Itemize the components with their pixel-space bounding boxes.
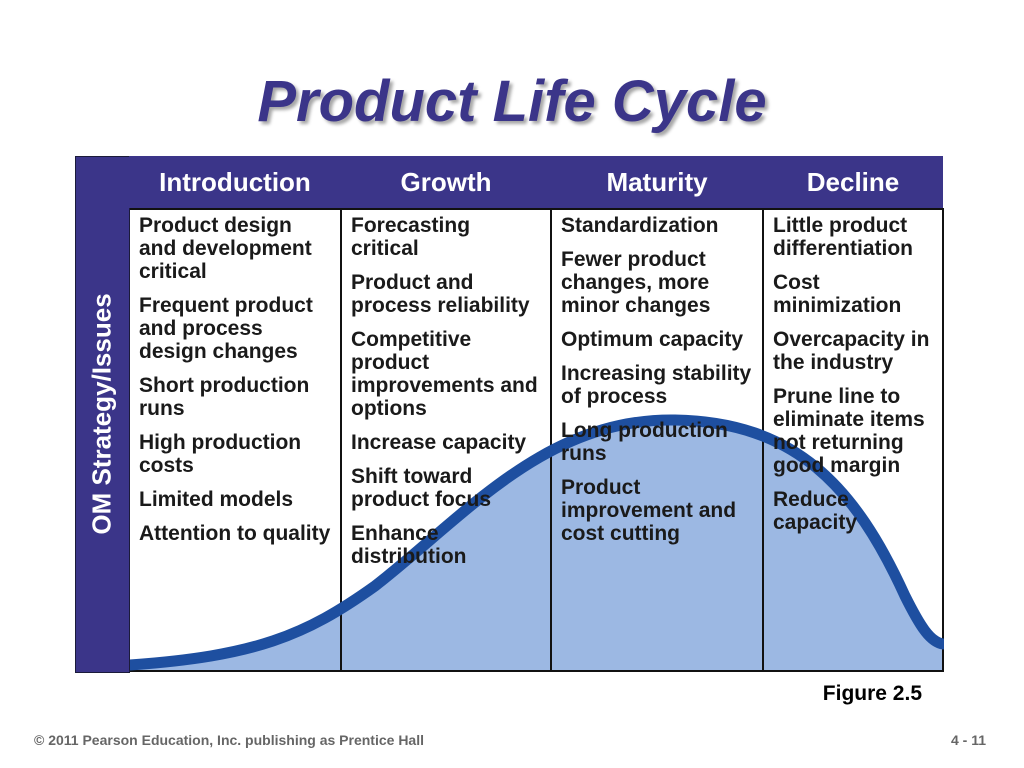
list-item: Competitive product improvements and opt… (351, 328, 538, 420)
list-item: Prune line to eliminate items not return… (773, 385, 925, 477)
slide-title: Product Life Cycle (257, 69, 767, 134)
column-header: Maturity (551, 156, 763, 208)
column-decline: Decline Little product differentiation C… (763, 156, 943, 671)
life-cycle-figure: OM Strategy/Issues Introduction Product … (75, 156, 944, 673)
list-item: Standardization (561, 214, 719, 237)
figure-label: Figure 2.5 (822, 682, 922, 705)
column-maturity: Maturity Standardization Fewer product c… (551, 156, 763, 671)
column-header: Growth (341, 156, 551, 208)
list-item: Long production runs (561, 419, 728, 465)
column-header: Decline (763, 156, 943, 208)
side-label: OM Strategy/Issues (86, 293, 117, 535)
side-bar: OM Strategy/Issues (75, 156, 130, 673)
list-item: Product improvement and cost cutting (561, 476, 737, 545)
list-item: Product design and development critical (139, 214, 312, 283)
list-item: Optimum capacity (561, 328, 744, 351)
life-cycle-curve-fill (130, 419, 943, 671)
column-header: Introduction (129, 156, 341, 208)
list-item: Product and process reliability (351, 271, 530, 317)
list-item: Forecasting critical (351, 214, 471, 260)
copyright-footer: © 2011 Pearson Education, Inc. publishin… (34, 732, 424, 748)
column-growth: Growth Forecasting critical Product and … (341, 156, 551, 671)
list-item: Shift toward product focus (351, 465, 491, 511)
list-item: Limited models (139, 488, 294, 511)
list-item: Overcapacity in the industry (773, 328, 930, 374)
life-cycle-curve-line (124, 414, 944, 671)
page-number: 4 - 11 (950, 732, 986, 748)
list-item: Cost minimization (773, 271, 902, 317)
list-item: Fewer product changes, more minor change… (561, 248, 711, 317)
list-item: Increase capacity (351, 431, 527, 454)
list-item: Increasing stability of process (561, 362, 752, 408)
column-introduction: Introduction Product design and developm… (129, 156, 341, 671)
list-item: Reduce capacity (773, 488, 858, 534)
list-item: Little product differentiation (773, 214, 913, 260)
list-item: Frequent product and process design chan… (139, 294, 313, 363)
list-item: Short production runs (139, 374, 310, 420)
list-item: High production costs (139, 431, 302, 477)
list-item: Attention to quality (139, 522, 331, 545)
life-cycle-curve-layer (124, 156, 944, 672)
list-item: Enhance distribution (351, 522, 467, 568)
